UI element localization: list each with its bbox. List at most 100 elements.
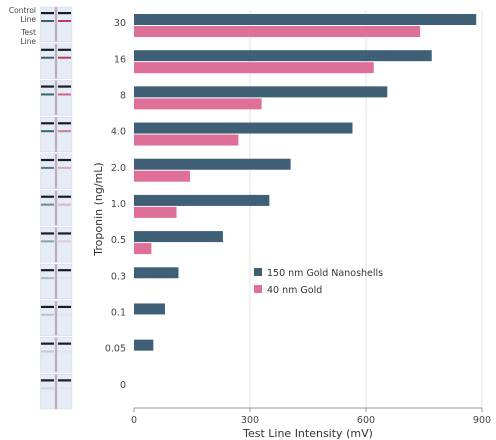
strip-membrane [56, 153, 73, 189]
test-line-band [58, 130, 71, 133]
strip-membrane [56, 374, 73, 410]
test-strip [40, 227, 73, 263]
test-line-band [41, 203, 54, 206]
bar-nanoshells [134, 303, 165, 315]
y-tick-label: 1.0 [111, 199, 126, 210]
test-line-band [58, 20, 71, 22]
test-line-band [41, 130, 54, 133]
control-line-band [41, 232, 54, 235]
bar-gold40 [134, 98, 262, 110]
bar-gold40 [134, 134, 239, 146]
y-axis-title: Troponin (ng/mL) [92, 162, 105, 256]
test-line-band [58, 93, 71, 96]
control-line-band [58, 122, 71, 125]
strip-membrane [40, 337, 56, 373]
y-tick-label: 2.0 [111, 163, 126, 174]
y-tick-label: 0.3 [111, 271, 126, 282]
y-tick-label: 16 [114, 54, 126, 65]
legend-swatch [254, 268, 262, 276]
test-strip [40, 337, 73, 373]
lateral-flow-strip-panel [40, 6, 73, 410]
x-tick-label: 600 [357, 415, 375, 426]
test-line-band [41, 93, 54, 96]
bar-nanoshells [134, 158, 291, 170]
test-line-label-line1: Test [21, 28, 36, 37]
test-strip [40, 263, 73, 300]
bar-gold40 [134, 170, 191, 182]
test-strip [40, 300, 73, 336]
strip-membrane [56, 80, 73, 116]
x-tick-label: 900 [473, 415, 491, 426]
test-line-band [41, 313, 54, 316]
control-line-label: Control Line [0, 6, 36, 24]
strip-membrane [56, 116, 73, 153]
control-line-band [41, 305, 54, 309]
control-line-label-line2: Line [20, 15, 36, 24]
test-line-band [58, 166, 71, 169]
strip-membrane [56, 227, 73, 263]
control-line-band [58, 158, 71, 162]
bar-nanoshells [134, 50, 432, 62]
strip-membrane [56, 263, 73, 300]
strip-membrane [40, 153, 56, 189]
strip-membrane [56, 190, 73, 226]
control-line-band [41, 48, 54, 51]
test-strip [40, 153, 73, 189]
control-line-band [58, 12, 71, 15]
control-line-label-line1: Control [8, 6, 36, 15]
test-strip [40, 374, 73, 410]
y-tick-label: 8 [120, 90, 126, 101]
control-line-band [41, 379, 54, 382]
bar-nanoshells [134, 267, 179, 279]
control-line-band [41, 269, 54, 272]
legend-label: 150 nm Gold Nanoshells [267, 268, 383, 279]
control-line-band [41, 85, 54, 88]
test-strip [40, 190, 73, 226]
bar-gold40 [134, 243, 152, 255]
test-strip [40, 43, 73, 79]
test-line-band [41, 240, 54, 243]
test-line-band [41, 387, 54, 390]
y-tick-label: 0.05 [105, 344, 126, 355]
test-line-band [58, 203, 71, 206]
x-tick-label: 300 [241, 415, 259, 426]
bar-gold40 [134, 26, 421, 37]
test-line-band [58, 240, 71, 243]
test-line-band [41, 20, 54, 22]
control-line-band [58, 379, 71, 382]
bar-nanoshells [134, 86, 388, 98]
control-line-band [58, 269, 71, 272]
strip-membrane [40, 300, 56, 336]
test-line-band [41, 277, 54, 280]
control-line-band [58, 342, 71, 345]
strip-membrane [56, 337, 73, 373]
y-tick-label: 0.1 [111, 308, 126, 319]
strip-membrane [40, 6, 56, 42]
x-tick-label: 0 [131, 415, 137, 426]
strip-membrane [40, 80, 56, 116]
strip-membrane [40, 374, 56, 410]
strip-membrane [56, 300, 73, 336]
y-tick-label: 4.0 [111, 127, 126, 138]
control-line-band [41, 342, 54, 345]
bar-gold40 [134, 62, 374, 74]
x-axis-title: Test Line Intensity (mV) [242, 427, 373, 440]
test-line-band [58, 387, 71, 390]
legend-label: 40 nm Gold [267, 285, 322, 296]
test-line-label: Test Line [0, 28, 36, 46]
test-line-band [58, 350, 71, 353]
bar-nanoshells [134, 122, 353, 134]
strip-membrane [40, 227, 56, 263]
test-line-label-line2: Line [20, 37, 36, 46]
control-line-band [58, 195, 71, 198]
test-line-band [41, 166, 54, 169]
bar-gold40 [134, 206, 177, 218]
test-line-band [58, 56, 71, 59]
y-tick-label: 30 [114, 18, 126, 29]
y-tick-label: 0.5 [111, 235, 126, 246]
bar-nanoshells [134, 194, 270, 206]
strip-membrane [40, 190, 56, 226]
test-strip [40, 116, 73, 153]
strip-membrane [56, 6, 73, 42]
